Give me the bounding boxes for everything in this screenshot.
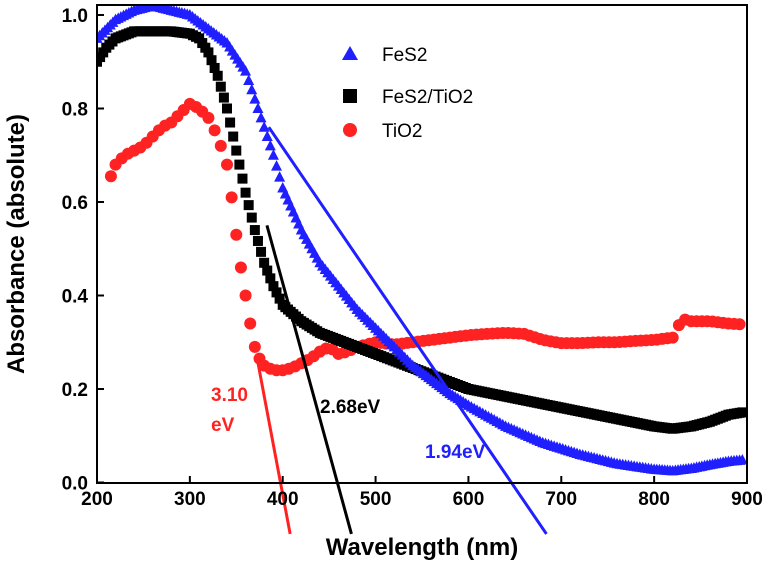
- data-point: [231, 145, 242, 156]
- data-point: [249, 93, 261, 104]
- data-point: [737, 407, 747, 418]
- data-point: [243, 74, 255, 85]
- data-point: [237, 173, 248, 184]
- x-tick-label: 700: [545, 489, 577, 510]
- data-point: [261, 130, 273, 142]
- x-tick-label: 200: [81, 489, 113, 510]
- data-point: [209, 62, 220, 73]
- data-point: [218, 92, 229, 103]
- data-point: [271, 160, 283, 171]
- data-point: [736, 454, 747, 465]
- data-point: [225, 117, 236, 128]
- data-point: [256, 246, 267, 257]
- data-point: [258, 121, 270, 132]
- data-point: [222, 103, 232, 114]
- plot-frame: [96, 4, 748, 484]
- data-point: [264, 139, 276, 151]
- data-layer: [97, 5, 747, 476]
- data-point: [255, 111, 267, 123]
- annotation-fes2-tio2-bandgap: 2.68eV: [320, 397, 381, 418]
- legend-marker-tio2: [343, 123, 357, 137]
- data-point: [248, 340, 261, 353]
- data-point: [206, 55, 217, 66]
- data-point: [212, 70, 223, 81]
- data-point: [259, 257, 270, 268]
- data-point: [262, 265, 273, 276]
- y-axis-title: Absorbance (absolute): [3, 114, 30, 374]
- data-point: [271, 287, 282, 298]
- data-point: [239, 289, 252, 302]
- data-point: [240, 65, 252, 76]
- y-tick-label: 0.8: [62, 100, 88, 121]
- data-point: [274, 171, 286, 182]
- data-point: [228, 131, 239, 142]
- data-point: [215, 81, 226, 92]
- series-fes2-tio2: [97, 26, 747, 434]
- legend-marker-fes2: [342, 46, 358, 60]
- data-point: [252, 235, 263, 246]
- data-point: [243, 200, 254, 211]
- series-tio2: [104, 97, 746, 377]
- data-point: [268, 281, 279, 292]
- annotation-tio2-bandgap-value: 3.10: [211, 385, 248, 406]
- y-tick-label: 1.0: [62, 6, 88, 27]
- data-point: [249, 225, 260, 236]
- data-point: [274, 293, 285, 304]
- series-fes2: [97, 5, 747, 476]
- legend-label-fes2-tio2: FeS2/TiO2: [382, 87, 473, 108]
- data-point: [104, 170, 117, 183]
- data-point: [244, 317, 257, 330]
- legend: FeS2 FeS2/TiO2 TiO2: [342, 45, 473, 142]
- data-point: [246, 83, 258, 95]
- x-axis-title: Wavelength (nm): [326, 534, 518, 561]
- annotation-fes2-bandgap: 1.94eV: [425, 442, 486, 463]
- data-point: [666, 331, 679, 344]
- data-point: [246, 212, 257, 223]
- data-point: [221, 158, 233, 171]
- x-tick-label: 300: [174, 489, 206, 510]
- y-tick-label: 0.4: [62, 287, 89, 308]
- tangent-line: [267, 126, 548, 535]
- x-tick-label: 800: [638, 489, 670, 510]
- legend-marker-fes2-tio2: [343, 89, 357, 103]
- tangent-line: [255, 355, 292, 535]
- data-point: [265, 273, 276, 284]
- data-point: [214, 139, 227, 152]
- x-tick-label: 600: [453, 489, 485, 510]
- tangent-line: [265, 224, 353, 535]
- legend-label-fes2: FeS2: [382, 45, 427, 66]
- data-point: [208, 124, 221, 137]
- data-point: [202, 111, 215, 124]
- axis-layer: 200 300 400 500 600 700 800 900 0.0 0.2 0.4 0.6 0.8 1…: [62, 6, 763, 510]
- data-point: [225, 191, 238, 204]
- y-tick-label: 0.2: [62, 380, 88, 401]
- data-point: [240, 187, 251, 198]
- data-point: [203, 47, 214, 58]
- y-tick-label: 0.0: [62, 474, 88, 495]
- data-point: [230, 228, 243, 241]
- data-point: [733, 318, 746, 331]
- data-point: [252, 102, 264, 113]
- legend-label-tio2: TiO2: [382, 121, 422, 142]
- data-point: [234, 261, 247, 274]
- x-tick-label: 500: [360, 489, 392, 510]
- x-tick-label: 900: [731, 489, 763, 510]
- data-point: [234, 159, 245, 170]
- data-point: [267, 149, 279, 160]
- annotation-tio2-bandgap-unit: eV: [211, 415, 235, 436]
- x-tick-label: 400: [267, 489, 299, 510]
- y-tick-label: 0.6: [62, 193, 88, 214]
